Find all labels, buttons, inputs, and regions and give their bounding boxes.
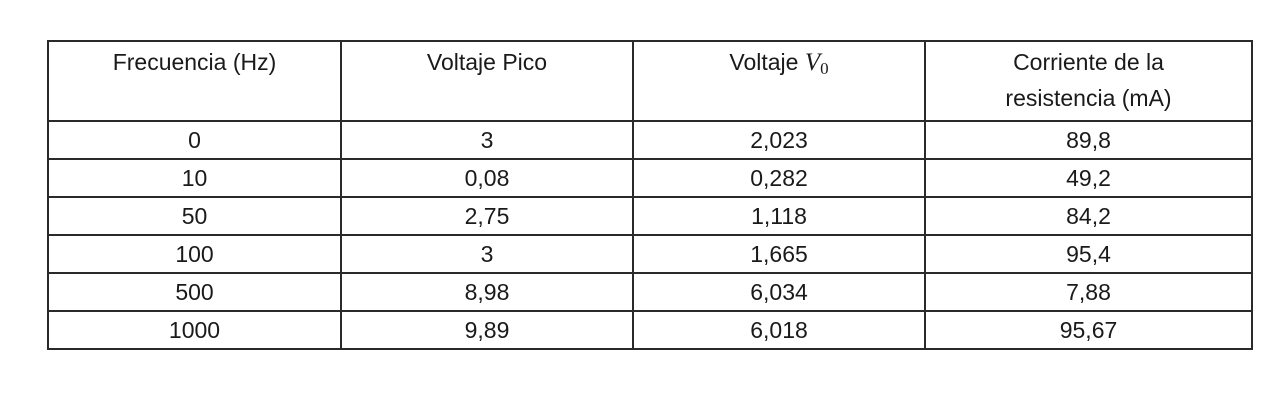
v0-symbol: V0 [804, 49, 829, 78]
cell-voltaje-v0: 1,665 [632, 234, 926, 274]
cell-frecuencia: 50 [47, 196, 342, 236]
header-corriente-line2: resistencia (mA) [1005, 85, 1172, 111]
cell-voltaje-pico: 8,98 [340, 272, 634, 312]
table-row: 0 3 2,023 89,8 [47, 120, 1253, 160]
cell-corriente: 95,4 [924, 234, 1253, 274]
table-row: 50 2,75 1,118 84,2 [47, 196, 1253, 236]
cell-frecuencia: 500 [47, 272, 342, 312]
cell-corriente: 7,88 [924, 272, 1253, 312]
header-voltaje-v0-prefix: Voltaje [729, 49, 805, 75]
v-subscript: 0 [820, 59, 829, 78]
header-voltaje-v0: Voltaje V0 [632, 40, 926, 122]
cell-corriente: 84,2 [924, 196, 1253, 236]
cell-voltaje-v0: 1,118 [632, 196, 926, 236]
cell-voltaje-v0: 6,034 [632, 272, 926, 312]
cell-frecuencia: 100 [47, 234, 342, 274]
data-table: Frecuencia (Hz) Voltaje Pico Voltaje V0 … [47, 40, 1253, 350]
table-row: 10 0,08 0,282 49,2 [47, 158, 1253, 198]
header-row: Frecuencia (Hz) Voltaje Pico Voltaje V0 … [47, 40, 1253, 122]
header-corriente-line1: Corriente de la [1013, 49, 1164, 75]
data-table-container: Frecuencia (Hz) Voltaje Pico Voltaje V0 … [47, 40, 1253, 350]
cell-voltaje-pico: 3 [340, 120, 634, 160]
cell-corriente: 89,8 [924, 120, 1253, 160]
cell-voltaje-pico: 2,75 [340, 196, 634, 236]
cell-frecuencia: 0 [47, 120, 342, 160]
table-body: 0 3 2,023 89,8 10 0,08 0,282 49,2 50 2,75 1,118 84,… [47, 120, 1253, 350]
table-row: 1000 9,89 6,018 95,67 [47, 310, 1253, 350]
v-letter: V [804, 49, 821, 76]
cell-voltaje-v0: 6,018 [632, 310, 926, 350]
cell-voltaje-pico: 0,08 [340, 158, 634, 198]
cell-voltaje-v0: 0,282 [632, 158, 926, 198]
cell-frecuencia: 1000 [47, 310, 342, 350]
table-row: 100 3 1,665 95,4 [47, 234, 1253, 274]
cell-corriente: 95,67 [924, 310, 1253, 350]
header-frecuencia: Frecuencia (Hz) [47, 40, 342, 122]
header-voltaje-pico: Voltaje Pico [340, 40, 634, 122]
cell-voltaje-pico: 3 [340, 234, 634, 274]
cell-voltaje-pico: 9,89 [340, 310, 634, 350]
table-row: 500 8,98 6,034 7,88 [47, 272, 1253, 312]
header-corriente: Corriente de la resistencia (mA) [924, 40, 1253, 122]
cell-corriente: 49,2 [924, 158, 1253, 198]
cell-voltaje-v0: 2,023 [632, 120, 926, 160]
cell-frecuencia: 10 [47, 158, 342, 198]
